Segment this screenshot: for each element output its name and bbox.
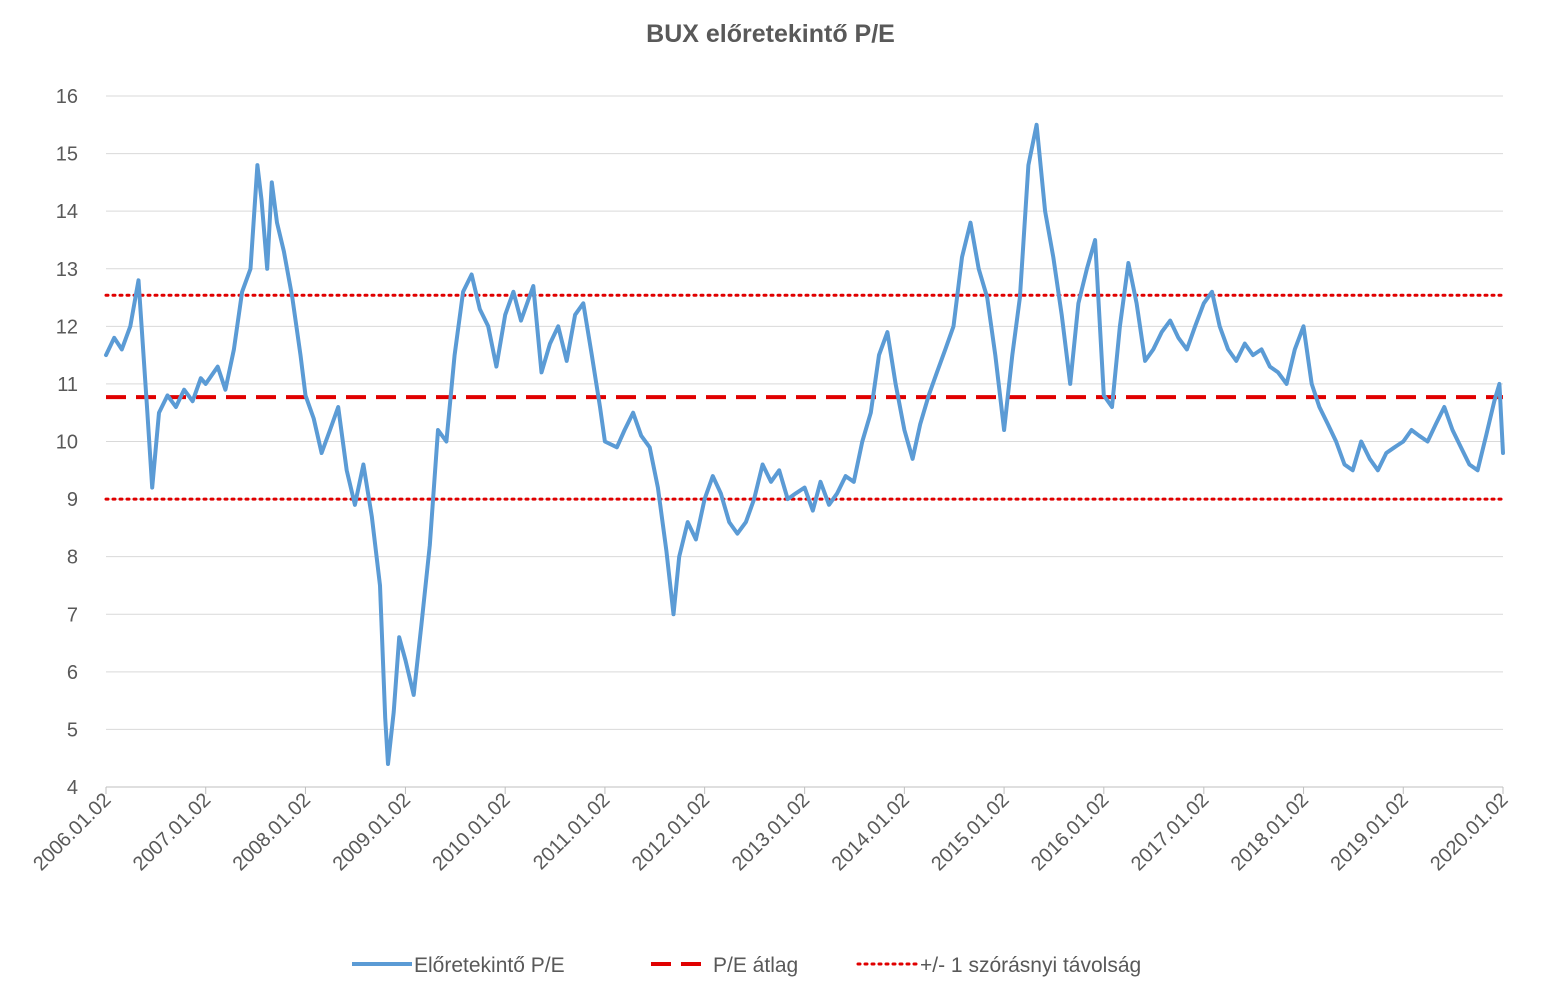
x-tick-label: 2018.01.02 [1227, 789, 1313, 875]
legend: Előretekintő P/E P/E átlag +/- 1 szórásnyi… [352, 954, 1141, 977]
x-tick-label: 2017.01.02 [1127, 789, 1213, 875]
x-tick-label: 2016.01.02 [1027, 789, 1113, 875]
y-tick-label: 6 [67, 662, 78, 684]
y-tick-label: 5 [67, 719, 78, 741]
x-tick-label: 2008.01.02 [229, 789, 315, 875]
reference-lines [104, 293, 1505, 501]
x-axis: 2006.01.02 2007.01.02 2008.01.02 2009.01.02… [29, 786, 1513, 875]
x-tick-label: 2007.01.02 [129, 789, 215, 875]
y-tick-label: 16 [56, 86, 78, 108]
y-tick-label: 14 [56, 201, 78, 223]
x-tick-label: 2014.01.02 [828, 789, 914, 875]
legend-label: P/E átlag [713, 954, 798, 977]
legend-label: +/- 1 szórásnyi távolság [920, 954, 1141, 977]
y-tick-label: 13 [56, 259, 78, 281]
x-tick-label: 2013.01.02 [728, 789, 814, 875]
y-tick-label: 7 [67, 604, 78, 626]
y-tick-label: 4 [67, 777, 78, 799]
y-tick-label: 15 [56, 144, 78, 166]
series-layer [104, 122, 1505, 766]
y-tick-label: 9 [67, 489, 78, 511]
y-axis-tick-labels: 4 5 6 7 8 9 10 11 12 13 14 15 16 [56, 86, 78, 799]
x-tick-label: 2015.01.02 [927, 789, 1013, 875]
x-tick-label: 2010.01.02 [428, 789, 514, 875]
x-tick-label: 2006.01.02 [29, 789, 115, 875]
y-tick-label: 12 [56, 316, 78, 338]
x-tick-label: 2019.01.02 [1326, 789, 1412, 875]
y-tick-label: 8 [67, 547, 78, 569]
legend-label: Előretekintő P/E [414, 954, 565, 977]
y-tick-label: 10 [56, 432, 78, 454]
y-tick-label: 11 [57, 374, 78, 396]
x-tick-label: 2011.01.02 [529, 789, 614, 874]
x-tick-label: 2009.01.02 [329, 789, 415, 875]
grid-layer [106, 95, 1503, 788]
pe-series-line [104, 122, 1505, 766]
chart-title: BUX előretekintő P/E [646, 20, 895, 48]
x-tick-label: 2012.01.02 [628, 789, 714, 875]
x-tick-label: 2020.01.02 [1426, 789, 1512, 875]
